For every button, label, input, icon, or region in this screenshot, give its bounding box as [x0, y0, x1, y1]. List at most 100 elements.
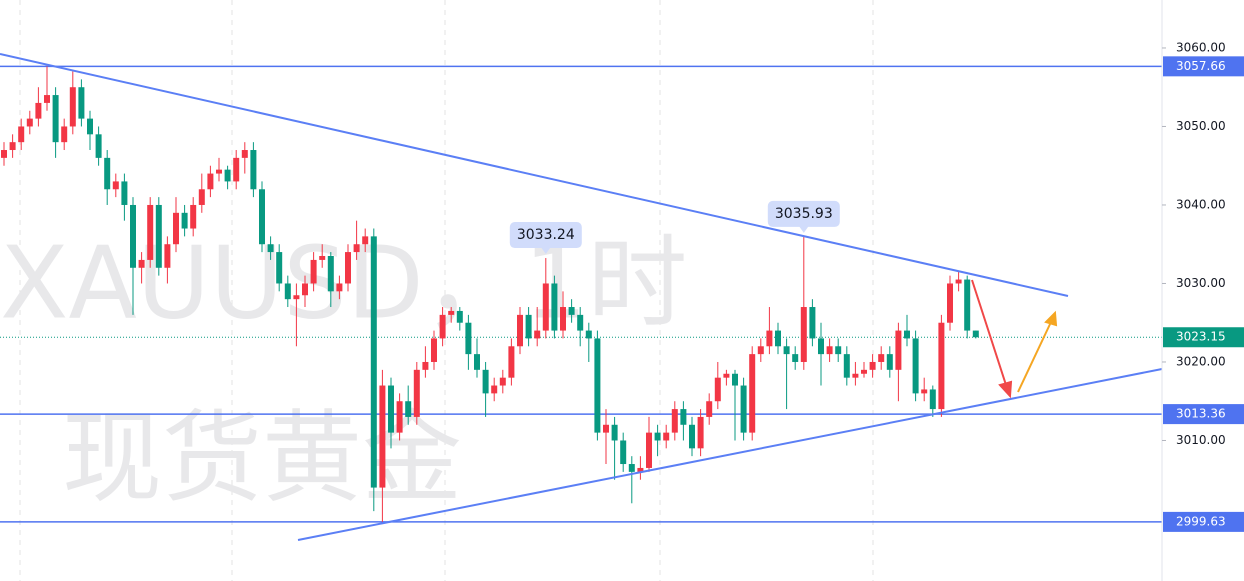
candle-body	[18, 126, 25, 143]
watermark: XAUUSD，1时	[0, 224, 687, 341]
candle-body	[904, 330, 910, 339]
candle-body	[336, 283, 343, 292]
candle-body	[35, 102, 42, 119]
arrow-down	[971, 279, 1013, 399]
candle-body	[560, 307, 566, 331]
candle-body	[534, 330, 541, 339]
candle-body	[310, 259, 317, 284]
candle-body	[474, 354, 480, 370]
candle-body	[964, 279, 971, 331]
candle-body	[9, 142, 16, 151]
candle-body	[181, 212, 188, 229]
candle-body	[87, 118, 93, 135]
level-label: 3057.66	[1176, 59, 1226, 73]
y-tick-label: 3010.00	[1176, 433, 1226, 447]
y-tick-label: 3030.00	[1176, 276, 1226, 290]
candle-body	[164, 244, 171, 268]
candle-body	[302, 283, 308, 296]
candle-body	[740, 385, 747, 433]
candle-body	[267, 244, 274, 253]
candle-body	[628, 464, 635, 472]
candle-body	[224, 169, 231, 182]
candle-body	[852, 373, 859, 378]
candle-body	[947, 283, 953, 323]
annotation-bubble	[509, 222, 582, 249]
candle-body	[689, 424, 695, 449]
candle-body	[78, 87, 85, 119]
arrow-head	[998, 380, 1013, 399]
candle-body	[439, 314, 446, 339]
watermark: 现货黄金	[62, 399, 462, 516]
arrow-up	[1017, 310, 1058, 393]
candle-body	[766, 330, 773, 347]
candle-body	[603, 424, 609, 433]
candle-body	[783, 346, 790, 355]
candle-body	[706, 401, 713, 417]
arrow-shaft	[1017, 321, 1052, 393]
y-tick-label: 3060.00	[1176, 40, 1226, 54]
candle-body	[190, 204, 197, 229]
candle-body	[1, 150, 7, 158]
candle-body	[878, 354, 885, 362]
candle-body	[69, 87, 76, 127]
annotation-pointer	[798, 225, 809, 233]
candle-body	[800, 307, 807, 362]
candle-body	[792, 354, 799, 362]
candle-body	[362, 236, 369, 245]
candle-body	[95, 134, 102, 158]
candle-body	[723, 373, 730, 378]
candle-body	[216, 169, 222, 174]
candle-body	[697, 416, 704, 449]
candle-body	[422, 361, 429, 370]
candle-body	[241, 150, 248, 158]
candle-body	[637, 467, 644, 472]
candle-body	[955, 279, 962, 284]
candle-body	[250, 150, 257, 190]
y-tick-label: 3040.00	[1176, 197, 1226, 211]
candle-body	[921, 389, 928, 394]
candle-body	[680, 409, 687, 425]
candle-body	[809, 307, 816, 339]
candle-body	[173, 212, 179, 245]
candle-body	[413, 369, 420, 417]
candle-body	[517, 314, 523, 347]
candle-body	[370, 236, 377, 488]
candle-body	[938, 322, 945, 410]
candle-body	[284, 283, 291, 300]
trend-line	[0, 53, 1069, 297]
candle-body	[276, 252, 283, 284]
candle-body	[345, 252, 351, 284]
annotation-label: 3035.93	[775, 206, 833, 222]
candle-body	[775, 330, 781, 347]
candle-body	[732, 373, 738, 386]
candle-body	[198, 189, 205, 205]
candle-body	[327, 255, 334, 292]
candle-body	[861, 369, 867, 374]
candle-body	[379, 385, 386, 488]
candle-body	[396, 401, 403, 433]
trend-line	[297, 368, 1163, 541]
candle-body	[886, 354, 893, 370]
candle-body	[405, 401, 412, 417]
candle-body	[138, 259, 145, 268]
candle-body	[663, 432, 670, 441]
candle-body	[52, 95, 59, 143]
price-axis	[1162, 0, 1244, 581]
candle-body	[431, 338, 437, 362]
arrow-head	[1044, 310, 1058, 327]
candle-body	[293, 295, 300, 300]
level-badge	[1163, 404, 1244, 425]
candle-body	[568, 307, 575, 315]
candle-body	[353, 244, 360, 253]
candle-body	[869, 361, 876, 370]
candle-body	[594, 338, 601, 433]
candle-body	[104, 157, 111, 190]
candle-body	[456, 310, 463, 323]
candle-body	[895, 330, 902, 370]
candle-body	[646, 432, 652, 468]
candle-body	[388, 385, 394, 433]
level-badge	[1163, 56, 1244, 77]
candle-body	[482, 369, 489, 394]
arrow-shaft	[971, 279, 1007, 386]
